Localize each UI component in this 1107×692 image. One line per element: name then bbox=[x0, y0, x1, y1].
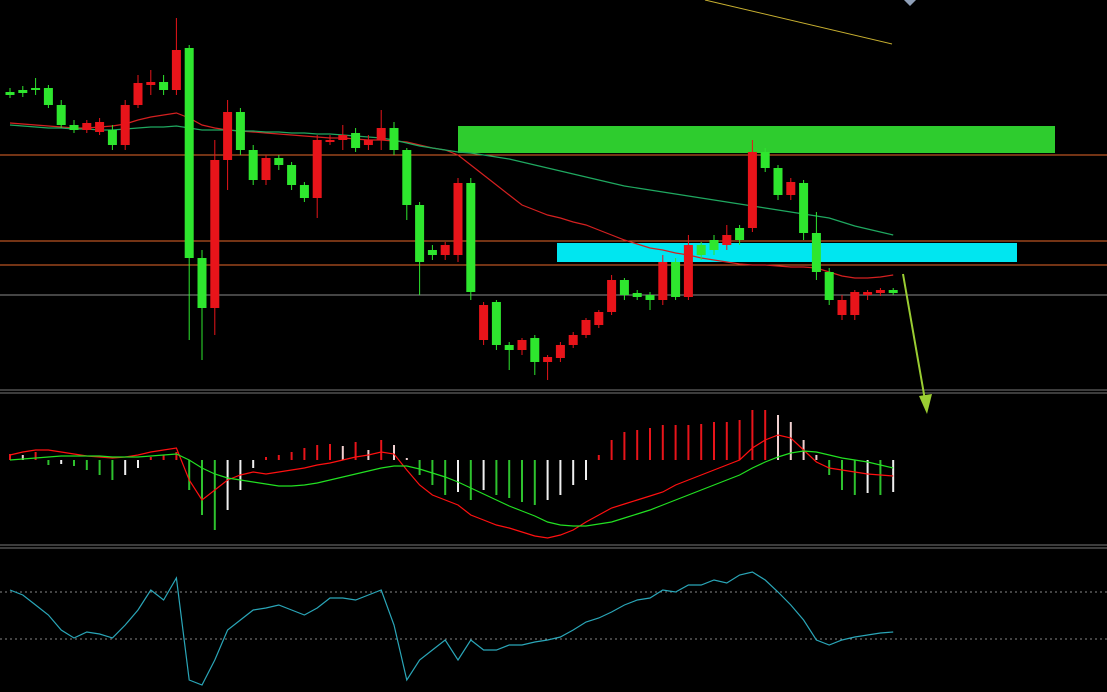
support-zone bbox=[557, 243, 1017, 262]
candle-body bbox=[82, 123, 92, 130]
candle-body bbox=[645, 295, 655, 300]
marker bbox=[904, 0, 916, 6]
candle-body bbox=[440, 245, 450, 255]
candle-body bbox=[530, 338, 540, 362]
indicator-line bbox=[9, 434, 894, 539]
candle-body bbox=[722, 235, 732, 245]
indicator-line bbox=[9, 112, 894, 279]
candle-body bbox=[402, 150, 412, 205]
candle-body bbox=[223, 112, 233, 160]
candle-body bbox=[18, 90, 28, 93]
candle-body bbox=[274, 158, 284, 165]
arrow bbox=[902, 273, 926, 401]
candle-body bbox=[325, 140, 335, 142]
candle-body bbox=[56, 105, 66, 125]
candle-body bbox=[747, 152, 757, 228]
trend-line bbox=[704, 0, 893, 45]
candle-body bbox=[517, 340, 527, 350]
candle-body bbox=[799, 183, 809, 233]
candle-body bbox=[811, 233, 821, 272]
candle-body bbox=[594, 312, 604, 325]
candle-body bbox=[619, 280, 629, 295]
candle-body bbox=[658, 262, 668, 300]
candle-body bbox=[568, 335, 578, 345]
candle-body bbox=[69, 125, 79, 130]
candle-body bbox=[184, 48, 194, 258]
candle-body bbox=[120, 105, 130, 145]
candle-body bbox=[543, 357, 553, 362]
candle-body bbox=[709, 240, 719, 250]
candle-body bbox=[696, 245, 706, 255]
candle-body bbox=[683, 245, 693, 297]
indicator-line bbox=[9, 571, 894, 686]
candle-body bbox=[159, 82, 169, 90]
candle-body bbox=[171, 50, 181, 90]
candle-body bbox=[479, 305, 489, 340]
candle-body bbox=[312, 140, 322, 198]
resistance-zone bbox=[458, 126, 1055, 153]
arrow-head bbox=[919, 394, 932, 414]
candle-body bbox=[261, 158, 271, 180]
candle-body bbox=[581, 320, 591, 335]
candle-body bbox=[351, 133, 361, 148]
candle-body bbox=[299, 185, 309, 198]
candle-body bbox=[773, 168, 783, 195]
candle-body bbox=[107, 130, 117, 145]
candle-body bbox=[491, 302, 501, 345]
candle-body bbox=[210, 160, 220, 308]
candle-body bbox=[786, 182, 796, 195]
candle-body bbox=[248, 150, 258, 180]
indicator-line bbox=[9, 124, 894, 236]
candle-body bbox=[389, 128, 399, 150]
candle-body bbox=[555, 345, 565, 358]
candle-body bbox=[863, 292, 873, 295]
candle-body bbox=[235, 112, 245, 150]
candle-body bbox=[43, 88, 53, 105]
candle-body bbox=[824, 272, 834, 300]
candle-body bbox=[760, 152, 770, 168]
candle-body bbox=[133, 83, 143, 105]
candle-body bbox=[197, 258, 207, 308]
candle-body bbox=[504, 345, 514, 350]
candle-body bbox=[607, 280, 617, 312]
candle-body bbox=[875, 290, 885, 293]
indicator-line bbox=[9, 450, 894, 527]
candle-body bbox=[888, 290, 898, 293]
candle-body bbox=[837, 300, 847, 315]
candle-body bbox=[466, 183, 476, 292]
candle-body bbox=[95, 122, 105, 132]
candle-body bbox=[415, 205, 425, 262]
candle-body bbox=[735, 228, 745, 240]
candle-body bbox=[146, 82, 156, 85]
candle-body bbox=[31, 88, 41, 90]
candle-body bbox=[338, 135, 348, 140]
candle-body bbox=[363, 140, 373, 145]
candle-body bbox=[671, 262, 681, 297]
candle-body bbox=[376, 128, 386, 140]
candle-body bbox=[287, 165, 297, 185]
candle-body bbox=[453, 183, 463, 255]
candle-body bbox=[632, 293, 642, 297]
candle-body bbox=[5, 92, 15, 95]
candle-body bbox=[850, 292, 860, 315]
candle-body bbox=[427, 250, 437, 255]
